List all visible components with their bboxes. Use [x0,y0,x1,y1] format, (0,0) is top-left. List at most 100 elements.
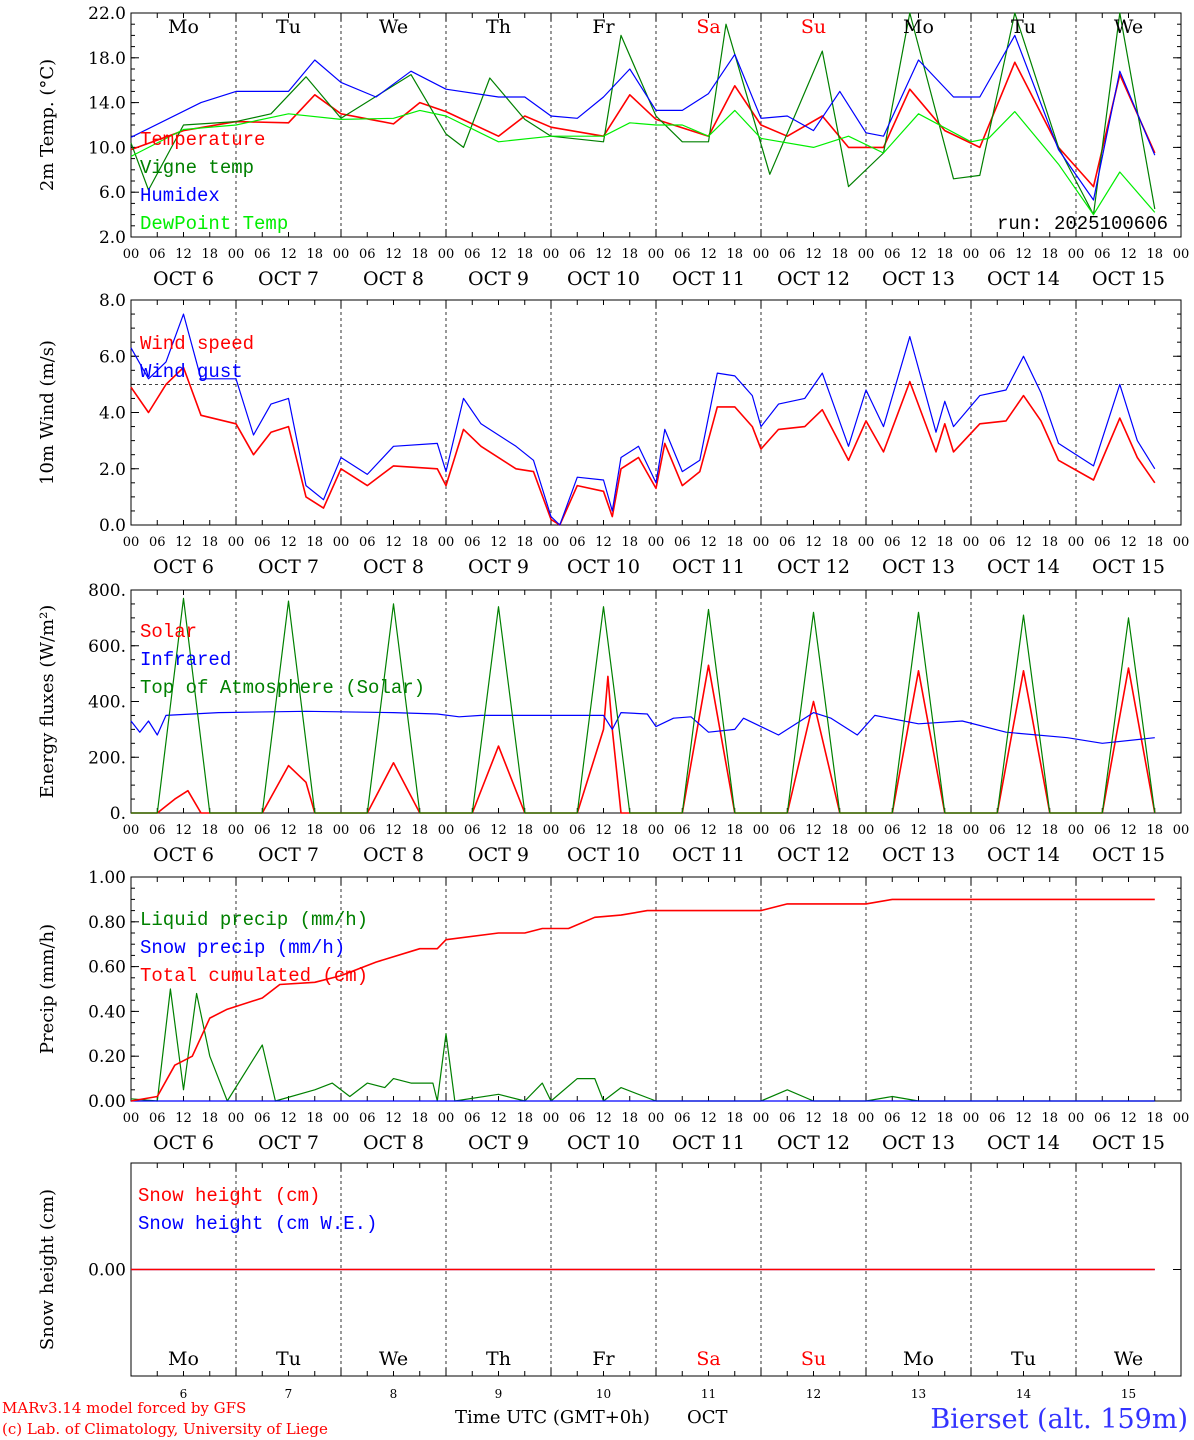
hour-tick-label: 06 [779,247,796,262]
hour-tick-label: 18 [726,535,743,550]
hour-tick-label: 00 [438,823,455,838]
hour-tick-label: 00 [1173,247,1190,262]
date-label: OCT 8 [363,1132,424,1154]
hour-tick-label: 18 [1041,1111,1058,1126]
hour-tick-label: 00 [1173,823,1190,838]
hour-tick-label: 18 [1041,535,1058,550]
hour-tick-label: 12 [1120,823,1137,838]
weekday-label: Th [486,16,511,38]
weekday-label: Tu [1011,16,1036,38]
date-label: OCT 15 [1092,556,1165,578]
date-number-label: 8 [390,1387,398,1401]
date-label: OCT 11 [672,1132,745,1154]
hour-tick-label: 12 [280,535,297,550]
date-label: OCT 9 [468,1132,529,1154]
hour-tick-label: 06 [254,535,271,550]
hour-tick-label: 06 [884,247,901,262]
date-label: OCT 11 [672,556,745,578]
weekday-label: Mo [903,16,934,38]
hour-tick-label: 00 [1173,535,1190,550]
run-label: run: 2025100606 [997,213,1168,235]
hour-tick-label: 06 [464,247,481,262]
hour-tick-label: 00 [648,823,665,838]
hour-tick-label: 00 [438,1111,455,1126]
series-line-temperature [130,61,1156,188]
hour-tick-label: 00 [543,247,560,262]
legend-entry: DewPoint Temp [140,213,288,235]
date-label: OCT 13 [882,1132,955,1154]
date-label: OCT 12 [777,1132,850,1154]
hour-tick-label: 06 [674,823,691,838]
footer: MARv3.14 model forced by GFS (c) Lab. of… [2,1399,1188,1438]
hour-tick-label: 06 [359,535,376,550]
date-number-label: 10 [596,1387,611,1401]
legend-entry: Snow precip (mm/h) [140,937,345,959]
hour-tick-label: 18 [201,823,218,838]
y-tick-label: 4.0 [99,404,126,424]
date-label: OCT 7 [258,844,319,866]
weekday-label: We [1114,1348,1143,1370]
weekday-label: We [379,1348,408,1370]
panel-snow: 0.00 Snow height (cm) Snow height (cm) Snow… [37,1162,1182,1401]
copyright-credit: (c) Lab. of Climatology, University of L… [2,1420,328,1438]
hour-tick-label: 12 [175,247,192,262]
hour-tick-label: 00 [648,1111,665,1126]
hour-tick-label: 06 [149,823,166,838]
legend-entry: Snow height (cm) [138,1185,320,1207]
hour-tick-label: 06 [569,1111,586,1126]
hour-tick-label: 00 [438,535,455,550]
hour-tick-label: 00 [123,1111,140,1126]
date-label: OCT 13 [882,268,955,290]
weekday-label: Su [801,16,826,38]
hour-tick-label: 18 [726,1111,743,1126]
hour-tick-label: 06 [464,535,481,550]
hour-tick-label: 18 [516,823,533,838]
date-label: OCT 9 [468,268,529,290]
hour-tick-label: 06 [779,1111,796,1126]
hour-tick-label: 06 [989,247,1006,262]
hour-tick-label: 00 [228,535,245,550]
hour-tick-label: 06 [254,823,271,838]
legend-entry: Total cumulated (cm) [140,965,368,987]
date-label: OCT 12 [777,268,850,290]
hour-tick-label: 18 [306,1111,323,1126]
weekday-label: Tu [1011,1348,1036,1370]
panel-temp: 22.0 18.0 14.0 10.0 6.0 2.0 2m Temp. (°C) Tempe… [37,4,1189,290]
hour-tick-label: 06 [779,823,796,838]
hour-tick-label: 18 [516,1111,533,1126]
hour-tick-label: 12 [1015,1111,1032,1126]
hour-tick-label: 00 [1068,535,1085,550]
weekday-label: Tu [276,16,301,38]
month-label: OCT [687,1407,728,1428]
hour-tick-label: 00 [1068,823,1085,838]
series-line-humidex [130,34,1156,201]
hour-tick-label: 18 [516,247,533,262]
series-line-top-of-atmosphere-solar- [131,597,1156,814]
y-axis-label: 2m Temp. (°C) [37,59,58,191]
date-label: OCT 12 [777,844,850,866]
hour-tick-label: 12 [595,823,612,838]
date-label: OCT 7 [258,556,319,578]
series-line-wind-speed [130,366,1156,526]
y-tick-label: 14.0 [88,94,126,114]
date-label: OCT 10 [567,1132,640,1154]
date-label: OCT 9 [468,556,529,578]
date-label: OCT 14 [987,844,1060,866]
hour-tick-label: 06 [149,247,166,262]
hour-tick-label: 00 [333,823,350,838]
plot-frame [130,589,1182,814]
y-axis-label: Energy fluxes (W/m²) [37,605,58,799]
hour-tick-label: 12 [595,1111,612,1126]
panel-flux: 800. 600. 400. 200. 0. Energy fluxes (W/m²) So… [37,581,1189,866]
date-label: OCT 9 [468,844,529,866]
y-tick-label: 6.0 [99,347,126,367]
hour-tick-label: 12 [700,1111,717,1126]
hour-tick-label: 12 [805,247,822,262]
hour-tick-label: 00 [753,535,770,550]
hour-tick-label: 18 [936,1111,953,1126]
hour-tick-label: 18 [936,535,953,550]
hour-tick-label: 00 [753,1111,770,1126]
date-label: OCT 7 [258,268,319,290]
weekday-label: Mo [168,16,199,38]
hour-tick-label: 18 [411,247,428,262]
